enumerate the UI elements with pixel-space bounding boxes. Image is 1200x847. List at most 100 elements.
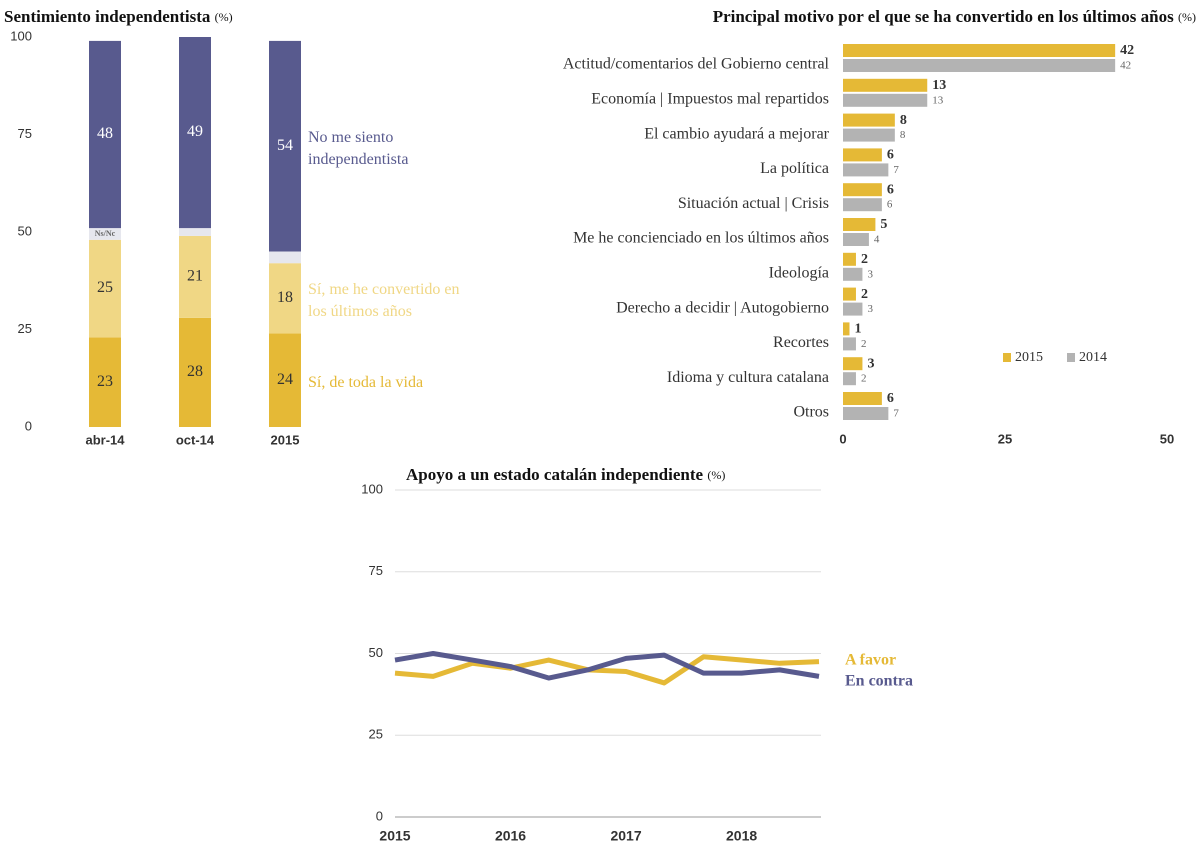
chart-title: Principal motivo por el que se ha conver…: [713, 7, 1196, 26]
bar: [843, 357, 863, 371]
y-tick-label: 0: [376, 808, 383, 823]
value-label: 3: [867, 356, 874, 371]
bar: [843, 392, 882, 405]
chart-title-unit: (%): [1178, 10, 1196, 24]
chart-title: Apoyo a un estado catalán independiente …: [406, 465, 725, 484]
x-tick-label: abr-14: [85, 432, 125, 447]
bar-segment: [89, 337, 121, 427]
legend-swatch: [1003, 353, 1011, 362]
bar-segment: [269, 333, 301, 427]
category-label: Idioma y cultura catalana: [667, 369, 829, 386]
chart-title-unit: (%): [707, 468, 725, 482]
bar-segment: [269, 263, 301, 334]
bar-segment: [269, 40, 301, 252]
legend-label: En contra: [845, 673, 913, 690]
value-label: 21: [187, 268, 203, 285]
value-label: 2: [861, 287, 868, 302]
legend-label: 2014: [1079, 350, 1107, 365]
bar: [843, 302, 863, 316]
segment-label: Ns/Nc: [95, 229, 116, 238]
y-tick-label: 100: [10, 28, 32, 43]
bar-segment: [179, 37, 211, 229]
y-tick-label: 75: [18, 126, 32, 141]
value-label: 1: [854, 322, 861, 337]
y-tick-label: 100: [361, 481, 383, 496]
value-label: 13: [932, 78, 946, 93]
y-tick-label: 0: [25, 418, 32, 433]
bar: [843, 267, 863, 281]
category-label: Me he concienciado en los últimos años: [573, 230, 829, 247]
value-label: 5: [880, 217, 887, 232]
bar-segment: [89, 40, 121, 229]
bar: [843, 78, 928, 92]
value-label: 7: [893, 164, 899, 176]
bar-segment: [89, 228, 121, 240]
value-label: 6: [887, 199, 893, 211]
bar-segment: [179, 235, 211, 318]
value-label: 7: [893, 408, 899, 420]
y-tick-label: 50: [369, 645, 383, 660]
value-label: 3: [867, 303, 873, 315]
category-label: Economía | Impuestos mal repartidos: [591, 90, 829, 107]
bar: [843, 163, 889, 177]
line-series: [394, 654, 820, 686]
legend-label: 2015: [1015, 350, 1043, 365]
bar: [843, 337, 856, 351]
value-label: 24: [277, 371, 293, 388]
x-tick-label: oct-14: [176, 432, 215, 447]
value-label: 6: [887, 182, 894, 197]
line-series: [394, 651, 820, 681]
value-label: 25: [97, 279, 113, 296]
value-label: 8: [900, 113, 907, 128]
chart-title-unit: (%): [215, 10, 233, 24]
category-label: Ideología: [769, 264, 829, 281]
y-tick-label: 25: [369, 727, 383, 742]
bar: [843, 59, 1116, 72]
x-tick-label: 2018: [726, 828, 757, 844]
bar-segment: [269, 251, 301, 264]
bar-segment: [89, 239, 121, 338]
bar: [843, 252, 856, 266]
category-label: Derecho a decidir | Autogobierno: [616, 299, 829, 316]
legend-entry: Sí, de toda la vida: [308, 374, 424, 392]
value-label: 54: [277, 137, 293, 154]
bar: [843, 128, 895, 142]
value-label: 48: [97, 125, 113, 142]
x-tick-label: 0: [839, 431, 846, 446]
x-tick-label: 25: [998, 431, 1012, 446]
bar: [843, 44, 1116, 57]
x-tick-label: 2017: [610, 828, 641, 844]
bar: [843, 148, 882, 162]
legend-swatch: [1067, 353, 1075, 362]
x-tick-label: 50: [1160, 431, 1174, 446]
bar: [843, 322, 850, 336]
x-tick-label: 2015: [379, 828, 410, 844]
value-label: 2: [861, 373, 867, 385]
x-tick-label: 2016: [495, 828, 526, 844]
category-label: La política: [760, 160, 829, 177]
bar-segment: [179, 317, 211, 427]
legend-entry-box: No me siento independentista: [308, 129, 409, 169]
value-label: 3: [867, 268, 873, 280]
category-label: Actitud/comentarios del Gobierno central: [563, 56, 830, 73]
bar: [843, 218, 876, 231]
value-label: 2: [861, 252, 868, 267]
value-label: 28: [187, 363, 203, 380]
value-label: 6: [887, 391, 894, 406]
bar: [843, 287, 856, 301]
chart-title-text: Sentimiento independentista: [4, 7, 211, 26]
value-label: 4: [874, 234, 880, 246]
bar-segment: [179, 228, 211, 236]
category-label: Recortes: [773, 334, 829, 351]
legend-entry-box: Sí, me he convertido en los últimos años: [308, 281, 460, 320]
value-label: 23: [97, 373, 113, 390]
chart-title-text: Apoyo a un estado catalán independiente: [406, 465, 704, 484]
value-label: 2: [861, 338, 867, 350]
value-label: 18: [277, 289, 293, 306]
x-tick-label: 2015: [271, 432, 300, 447]
value-label: 42: [1120, 43, 1134, 58]
legend-entry: No me siento independentista: [308, 129, 409, 169]
y-tick-label: 25: [18, 321, 32, 336]
value-label: 6: [887, 148, 894, 163]
